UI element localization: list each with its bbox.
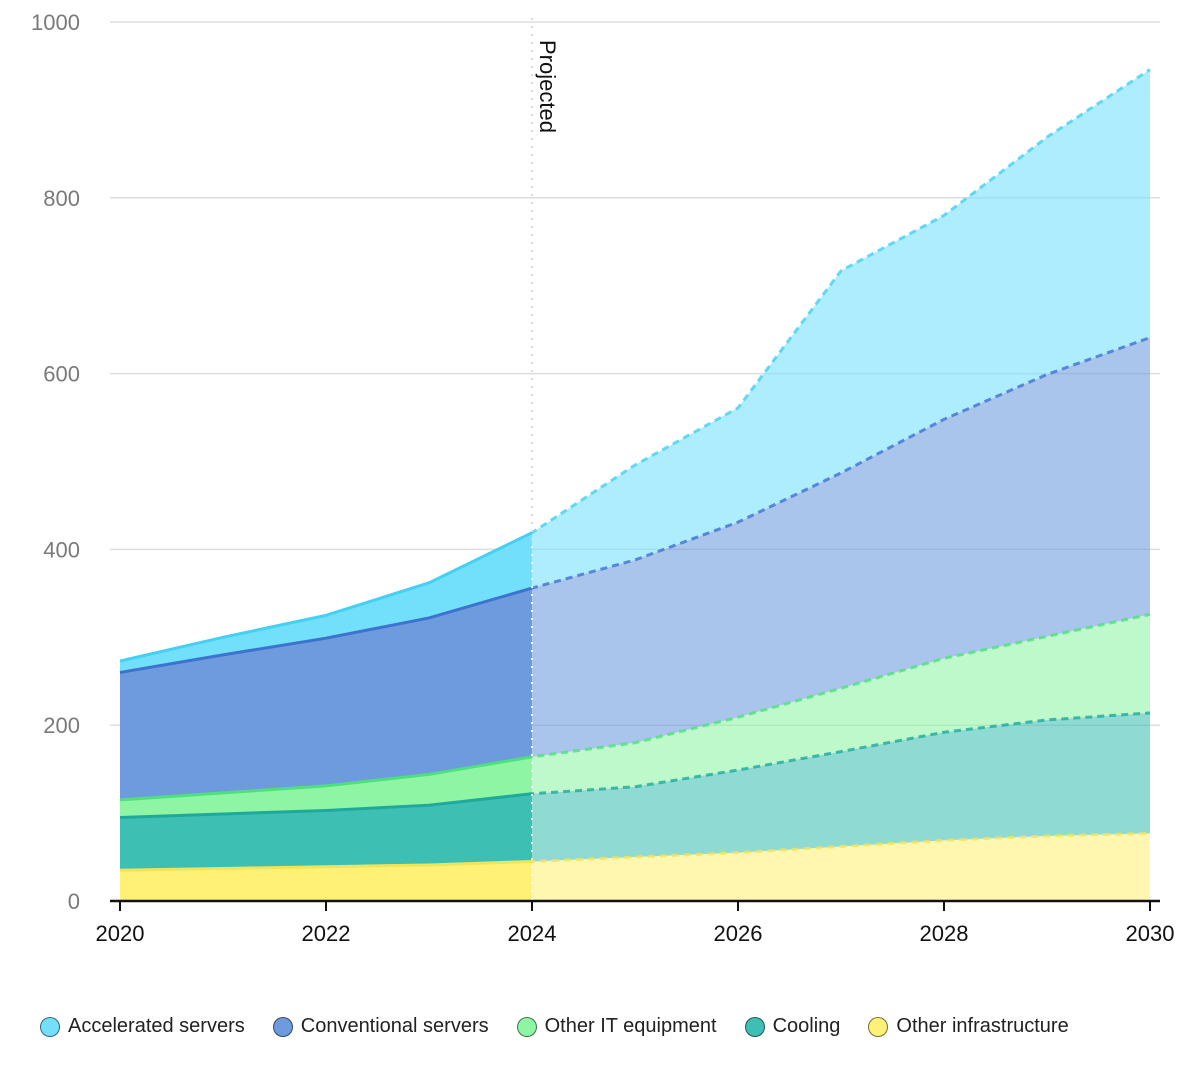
legend-swatch xyxy=(516,1016,537,1037)
area-conventional-servers-projected xyxy=(532,337,1150,757)
legend-swatch xyxy=(744,1016,765,1037)
legend-swatch xyxy=(868,1016,889,1037)
area-other-it-equipment-projected xyxy=(532,614,1150,794)
line-cooling-historical xyxy=(119,792,532,819)
legend-label: Cooling xyxy=(772,1015,841,1037)
series-lines xyxy=(119,68,1151,872)
area-cooling-projected xyxy=(532,712,1150,862)
line-other-infrastructure-historical xyxy=(119,859,532,872)
x-tick-label: 2020 xyxy=(96,921,145,946)
line-accelerated-servers-projected xyxy=(532,68,1151,535)
legend-label: Other IT equipment xyxy=(544,1015,717,1037)
x-tick-label: 2022 xyxy=(302,921,351,946)
line-conventional-servers-historical xyxy=(119,586,532,674)
line-other-it-equipment-projected xyxy=(532,612,1151,759)
area-other-infrastructure-projected xyxy=(532,833,1150,901)
legend-item[interactable]: Other infrastructure xyxy=(868,1015,1069,1038)
stacked-area-chart: Projected 0 200 400 600 800 1000 2020 2022 2024 2… xyxy=(31,10,1174,946)
y-tick-label: 1000 xyxy=(31,10,80,35)
x-tick-label: 2030 xyxy=(1126,921,1175,946)
legend-label: Other infrastructure xyxy=(896,1015,1069,1037)
y-tick-label: 400 xyxy=(43,537,80,562)
legend-item[interactable]: Cooling xyxy=(744,1015,841,1038)
area-accelerated-servers-projected xyxy=(532,69,1150,589)
y-tick-label: 200 xyxy=(43,713,80,738)
axes: 0 200 400 600 800 1000 2020 2022 2024 2026 2028 203… xyxy=(31,10,1174,946)
area-other-infrastructure-historical xyxy=(120,861,532,901)
y-tick-label: 0 xyxy=(68,889,80,914)
legend-swatch xyxy=(40,1016,60,1037)
y-tick-label: 600 xyxy=(43,362,80,387)
x-tick-label: 2024 xyxy=(508,921,557,946)
area-conventional-servers-historical xyxy=(120,588,532,800)
line-other-it-equipment-historical xyxy=(119,755,532,802)
legend-item[interactable]: Other IT equipment xyxy=(516,1015,717,1038)
projection-label: Projected xyxy=(535,40,560,133)
x-tick-label: 2026 xyxy=(714,921,763,946)
x-tick-label: 2028 xyxy=(920,921,969,946)
projection-overlay: Projected xyxy=(531,18,560,901)
y-tick-label: 800 xyxy=(43,186,80,211)
chart-legend: Accelerated servers Conventional servers O… xyxy=(40,1015,1097,1038)
legend-label: Conventional servers xyxy=(300,1015,489,1037)
legend-label: Accelerated servers xyxy=(68,1015,245,1037)
line-accelerated-servers-historical xyxy=(119,530,532,663)
legend-item[interactable]: Accelerated servers xyxy=(40,1015,245,1038)
area-cooling-historical xyxy=(120,793,532,871)
legend-item[interactable]: Conventional servers xyxy=(272,1015,489,1038)
area-series xyxy=(120,69,1150,901)
legend-swatch xyxy=(272,1016,293,1037)
line-cooling-projected xyxy=(532,711,1151,796)
line-conventional-servers-projected xyxy=(532,336,1151,590)
